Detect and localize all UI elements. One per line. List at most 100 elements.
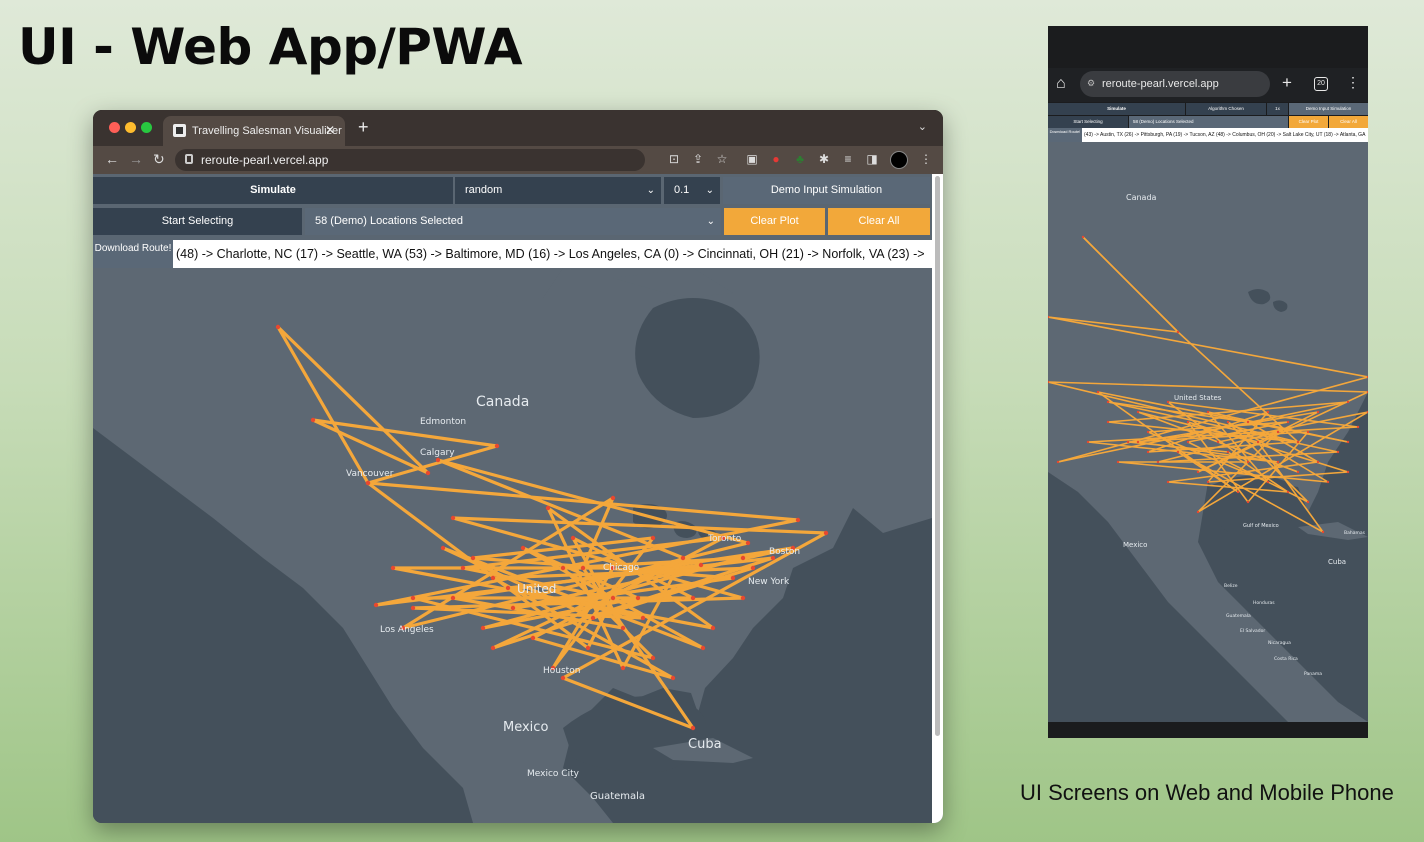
- mobile-label-gulf: Gulf of Mexico: [1243, 523, 1279, 529]
- route-node: [1156, 460, 1160, 464]
- route-map[interactable]: Canada Edmonton Calgary Vancouver United…: [93, 268, 932, 823]
- address-url: reroute-pearl.vercel.app: [201, 153, 329, 167]
- tab-search-chevron-icon[interactable]: ⌄: [917, 121, 927, 133]
- mobile-download-route-button[interactable]: Download Route!: [1048, 128, 1082, 142]
- mobile-clear-plot-button[interactable]: Clear Plot: [1289, 116, 1328, 128]
- close-tab-icon[interactable]: ✕: [324, 123, 335, 137]
- mobile-route-map[interactable]: Canada United States Mexico Gulf of Mexi…: [1048, 142, 1368, 722]
- route-node: [740, 595, 746, 601]
- tab-bar: Travelling Salesman Visualizer ✕ + ⌄: [93, 110, 943, 146]
- mobile-clear-all-button[interactable]: Clear All: [1329, 116, 1368, 128]
- browser-tab[interactable]: Travelling Salesman Visualizer ✕: [163, 116, 345, 146]
- route-segment: [571, 536, 695, 600]
- algorithm-select[interactable]: random ⌄: [455, 177, 661, 204]
- mobile-algorithm-select[interactable]: Algorithm Chosen: [1186, 103, 1266, 115]
- mobile-route-lines: [1048, 236, 1368, 533]
- route-segment: [551, 566, 615, 670]
- mobile-simulate-button[interactable]: Simulate: [1048, 103, 1185, 115]
- route-node: [1226, 420, 1230, 424]
- route-node: [530, 635, 536, 641]
- mobile-start-selecting-button[interactable]: Start Selecting: [1048, 116, 1128, 128]
- route-segment: [471, 536, 655, 560]
- speed-select-value: 0.1: [674, 184, 690, 196]
- download-route-button[interactable]: Download Route!: [93, 240, 173, 270]
- route-node: [490, 645, 496, 651]
- route-node: [570, 535, 576, 541]
- forward-arrow-icon[interactable]: →: [129, 151, 143, 167]
- slide-caption: UI Screens on Web and Mobile Phone: [1020, 780, 1394, 805]
- arctic-islands: [473, 268, 733, 303]
- route-segment: [1227, 451, 1289, 493]
- reading-list-icon[interactable]: ≡: [844, 152, 852, 166]
- mobile-map-labels: Canada United States Mexico Gulf of Mexi…: [1123, 193, 1366, 677]
- address-bar[interactable]: reroute-pearl.vercel.app: [175, 149, 645, 171]
- install-app-icon[interactable]: ⊡: [668, 152, 680, 166]
- route-node: [425, 470, 431, 476]
- label-boston: Boston: [769, 547, 800, 557]
- mobile-label-united-states: United States: [1174, 394, 1222, 402]
- route-segment: [531, 536, 725, 640]
- share-icon[interactable]: ⇪: [692, 152, 704, 166]
- route-node: [690, 595, 696, 601]
- picture-in-picture-icon[interactable]: ▣: [746, 152, 758, 166]
- mobile-address-url: reroute-pearl.vercel.app: [1102, 78, 1219, 90]
- new-tab-icon[interactable]: +: [1282, 73, 1292, 92]
- site-settings-icon[interactable]: ⚙: [1087, 78, 1096, 88]
- mobile-address-bar[interactable]: ⚙ reroute-pearl.vercel.app: [1080, 71, 1270, 97]
- route-node: [620, 625, 626, 631]
- label-united-states: United: [517, 582, 556, 596]
- route-node: [545, 505, 551, 511]
- new-tab-icon[interactable]: +: [358, 117, 369, 137]
- locations-select-value: 58 (Demo) Locations Selected: [315, 215, 463, 227]
- home-icon[interactable]: ⌂: [1056, 75, 1066, 92]
- mobile-demo-input-button[interactable]: Demo Input Simulation: [1289, 103, 1368, 115]
- route-segment: [1117, 461, 1329, 483]
- tab-switcher-icon[interactable]: 20: [1314, 77, 1328, 91]
- route-node: [490, 575, 496, 581]
- profile-avatar[interactable]: [890, 151, 908, 169]
- reload-icon[interactable]: ↻: [153, 151, 165, 167]
- simulate-button[interactable]: Simulate: [93, 177, 453, 204]
- clear-all-button[interactable]: Clear All: [828, 208, 930, 235]
- route-segment: [1217, 411, 1368, 443]
- route-node: [1086, 440, 1090, 444]
- route-segment: [311, 418, 430, 475]
- browser-menu-icon[interactable]: ⋮: [920, 152, 932, 166]
- side-panel-icon[interactable]: ◨: [866, 152, 878, 166]
- route-node: [505, 585, 511, 591]
- mobile-locations-select[interactable]: 58 (Demo) Locations Selected: [1129, 116, 1288, 128]
- maximize-window-button[interactable]: [141, 122, 152, 133]
- route-node: [1166, 480, 1170, 484]
- route-node: [1048, 380, 1050, 384]
- route-node: [1366, 375, 1368, 379]
- route-segment: [1167, 481, 1289, 493]
- extension-green-icon[interactable]: ♣: [796, 152, 804, 166]
- extensions-puzzle-icon[interactable]: ✱: [818, 152, 830, 166]
- demo-input-simulation-button[interactable]: Demo Input Simulation: [723, 177, 930, 204]
- back-arrow-icon[interactable]: ←: [105, 151, 119, 167]
- route-node: [1336, 450, 1340, 454]
- clear-plot-button[interactable]: Clear Plot: [724, 208, 825, 235]
- route-node: [560, 675, 566, 681]
- route-segment: [591, 566, 755, 620]
- speed-select[interactable]: 0.1 ⌄: [664, 177, 720, 204]
- route-node: [1316, 410, 1320, 414]
- mobile-great-lakes: [1248, 289, 1288, 312]
- locations-select[interactable]: 58 (Demo) Locations Selected ⌄: [305, 208, 721, 235]
- label-vancouver: Vancouver: [346, 469, 394, 479]
- bookmark-star-icon[interactable]: ☆: [716, 152, 728, 166]
- close-window-button[interactable]: [109, 122, 120, 133]
- extension-red-icon[interactable]: ●: [772, 152, 780, 166]
- scrollbar-thumb[interactable]: [935, 176, 940, 736]
- browser-menu-icon[interactable]: ⋮: [1346, 74, 1360, 90]
- route-segment: [1147, 411, 1269, 453]
- route-node: [1256, 440, 1260, 444]
- minimize-window-button[interactable]: [125, 122, 136, 133]
- page-scrollbar[interactable]: [932, 174, 943, 823]
- start-selecting-button[interactable]: Start Selecting: [93, 208, 302, 235]
- mobile-speed-select[interactable]: 1x: [1267, 103, 1288, 115]
- route-segment: [1127, 441, 1229, 453]
- route-node: [1056, 460, 1060, 464]
- route-node: [450, 515, 456, 521]
- mobile-label-canada: Canada: [1126, 193, 1157, 202]
